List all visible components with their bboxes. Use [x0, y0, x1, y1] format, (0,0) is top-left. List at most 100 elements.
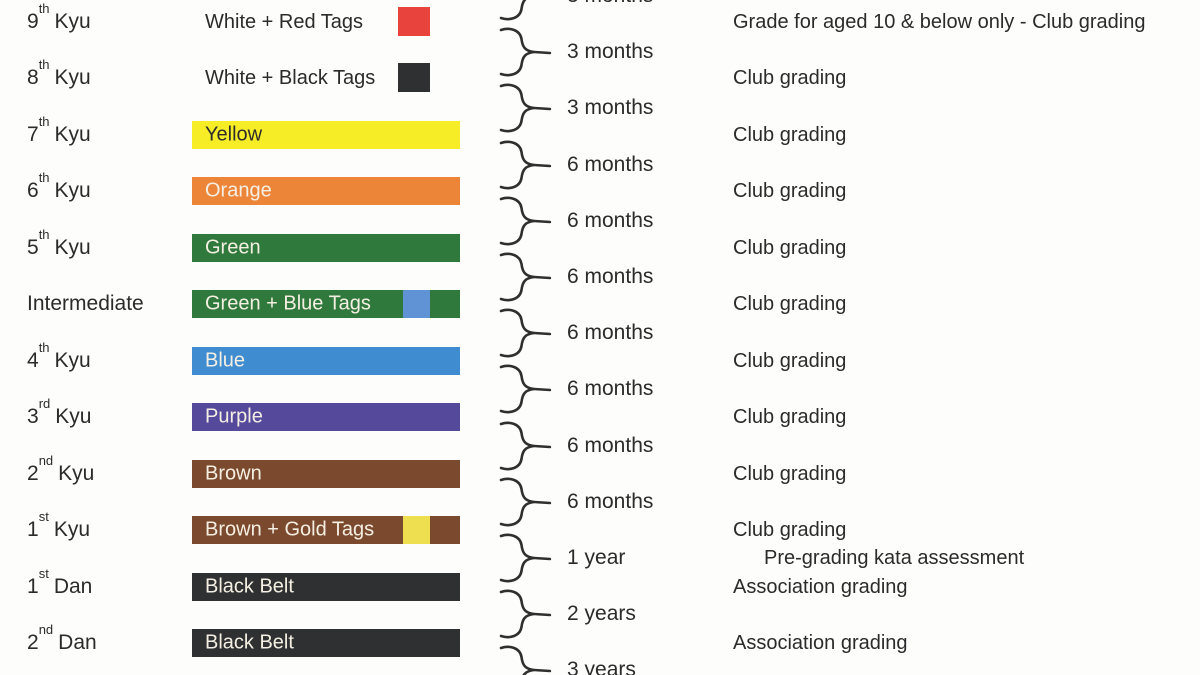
grade-label: 6thKyu: [27, 171, 91, 205]
grading-label: Grade for aged 10 & below only - Club gr…: [733, 11, 1146, 33]
belt-swatch: [398, 63, 430, 93]
belt-swatch: [398, 7, 430, 36]
grade-word: Kyu: [58, 461, 95, 485]
belt-name-label: Green + Blue Tags: [205, 292, 371, 315]
grading-label: Club grading: [733, 406, 847, 429]
grade-ordinal: th: [38, 339, 50, 355]
grade-ordinal: st: [38, 565, 49, 581]
grade-label: 1stKyu: [27, 510, 90, 544]
grade-word: Kyu: [54, 66, 91, 90]
grade-number: 4: [27, 348, 39, 372]
belt-name-label: Brown + Gold Tags: [205, 518, 375, 541]
grade-ordinal: th: [38, 57, 50, 73]
duration-label: 1 year: [567, 546, 626, 569]
grade-word: Kyu: [54, 348, 91, 372]
grading-label: Club grading: [733, 180, 847, 203]
grade-label: 3rdKyu: [27, 397, 92, 431]
belt-bar: Orange: [192, 177, 460, 206]
brace-icon: [499, 421, 552, 471]
belt-name-label: White + Black Tags: [205, 67, 376, 90]
duration-label: 6 months: [567, 321, 654, 345]
belt-bar: Green: [192, 233, 460, 262]
brace-icon: [499, 589, 552, 639]
grading-label: Association grading: [733, 575, 908, 598]
grade-number: 2: [27, 461, 39, 485]
duration-label: 6 months: [567, 377, 654, 401]
belt-bar: Blue: [192, 346, 460, 375]
grading-label: Club grading: [733, 123, 847, 146]
brace-icon: [499, 533, 552, 583]
duration-label: 6 months: [567, 489, 654, 513]
grade-word: Kyu: [55, 405, 92, 429]
grade-word: Kyu: [54, 235, 91, 259]
brace-icon: [499, 477, 552, 527]
grading-label: Club grading: [733, 67, 847, 90]
grade-number: 7: [27, 122, 39, 146]
grading-label: Club grading: [733, 236, 847, 259]
grade-ordinal: th: [38, 1, 50, 16]
belt-name-label: Orange: [205, 179, 272, 202]
duration-label: 6 months: [567, 208, 654, 232]
grade-word: Dan: [58, 630, 97, 654]
grade-ordinal: nd: [38, 452, 54, 468]
duration-label: 6 months: [567, 152, 654, 176]
grade-ordinal: st: [38, 509, 49, 525]
grade-ordinal: th: [38, 113, 50, 129]
grade-label: 2ndDan: [27, 623, 97, 657]
belt-bar: Brown + Gold Tags: [192, 516, 460, 545]
grade-number: 5: [27, 235, 39, 259]
belt-name-label: Black Belt: [205, 631, 294, 654]
grade-word: Dan: [53, 574, 93, 598]
brace-icon: [499, 0, 527, 21]
belt-bar: Green + Blue Tags: [192, 290, 460, 319]
grade-number: 2: [27, 630, 39, 654]
brace-icon: [499, 645, 552, 675]
grade-word: Kyu: [53, 518, 90, 542]
duration-label: 3 years: [567, 658, 636, 675]
belt-bar: Black Belt: [192, 628, 460, 657]
grading-label: Club grading: [733, 519, 847, 542]
grade-number: 8: [27, 66, 39, 90]
belt-name-label: Green: [205, 236, 261, 259]
brace-icon: [499, 140, 552, 190]
grade-number: 3: [27, 405, 39, 429]
belt-name-label: Purple: [205, 405, 263, 428]
belt-tag: [403, 290, 430, 319]
grade-label: 9th Kyu: [27, 2, 91, 36]
belt-bar: Yellow: [192, 120, 460, 149]
grade-label: Intermediate: [27, 290, 149, 318]
belt-name-label: Blue: [205, 349, 246, 372]
belt-bar: Purple: [192, 403, 460, 432]
grade-label: 7thKyu: [27, 115, 91, 149]
duration-label: 3 months: [567, 96, 654, 120]
grade-number: 1: [27, 518, 39, 542]
pre-grading-note: Pre-grading kata assessment: [764, 547, 1025, 569]
grade-word: Kyu: [54, 10, 91, 33]
grading-label: Club grading: [733, 462, 847, 485]
grade-number: 9: [27, 10, 39, 33]
duration-label: 6 months: [567, 265, 654, 288]
belt-name-label: White + Red Tags: [205, 11, 364, 33]
duration-label: 3 months: [567, 40, 654, 64]
duration-label: 6 months: [567, 433, 654, 457]
grading-label: Club grading: [733, 349, 847, 372]
duration-label: 2 years: [567, 602, 636, 626]
duration-label: 3 months: [567, 0, 653, 9]
grade-label: 1stDan: [27, 567, 93, 601]
grade-word: Kyu: [54, 122, 91, 146]
grade-label: 4thKyu: [27, 341, 91, 375]
grade-ordinal: th: [38, 226, 50, 242]
brace-icon: [499, 83, 552, 133]
grade-word: Kyu: [54, 179, 91, 203]
brace-icon: [499, 27, 552, 77]
grade-ordinal: th: [38, 170, 50, 186]
grade-ordinal: nd: [38, 621, 54, 637]
belt-bar: Brown: [192, 459, 460, 488]
brace-icon: [499, 364, 552, 414]
grade-number: Intermediate: [27, 292, 144, 316]
belt-bar: Black Belt: [192, 572, 460, 601]
grade-ordinal: rd: [38, 396, 51, 412]
grade-label: 2ndKyu: [27, 454, 95, 488]
belt-name-label: Yellow: [205, 123, 263, 146]
